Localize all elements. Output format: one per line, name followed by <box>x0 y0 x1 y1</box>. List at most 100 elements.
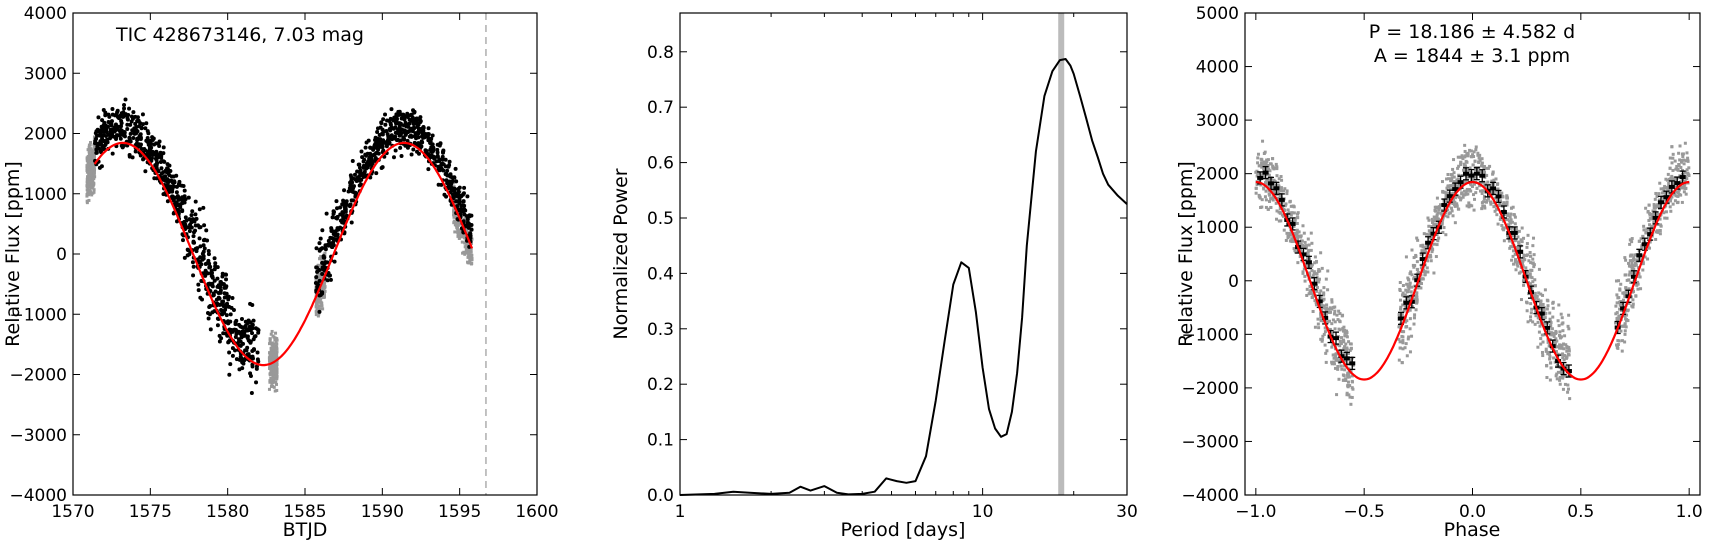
lightcurve-grey-point <box>274 345 278 349</box>
lightcurve-grey-point <box>92 156 96 160</box>
lightcurve-grey-point <box>91 184 95 188</box>
lightcurve-y-tick-label: 3000 <box>24 64 67 84</box>
lightcurve-grey-point <box>87 181 91 185</box>
lightcurve-black-point <box>98 149 103 154</box>
lightcurve-grey-point <box>460 240 464 244</box>
lightcurve-black-point <box>220 312 225 317</box>
phasefold-point <box>1566 324 1570 328</box>
phasefold-point <box>1522 253 1526 257</box>
lightcurve-black-point <box>118 131 123 136</box>
phasefold-point <box>1513 258 1517 262</box>
phasefold-point <box>1326 288 1330 292</box>
phasefold-point <box>1483 170 1487 174</box>
phasefold-point <box>1310 268 1314 272</box>
lightcurve-grey-point <box>90 149 94 153</box>
phasefold-point <box>1517 229 1521 233</box>
phasefold-point <box>1630 237 1634 241</box>
phasefold-point <box>1551 300 1555 304</box>
phasefold-point <box>1256 152 1260 156</box>
phasefold-point <box>1675 201 1679 205</box>
lightcurve-y-tick-label: 4000 <box>24 4 67 24</box>
lightcurve-grey-point <box>467 250 471 254</box>
phasefold-point <box>1413 297 1417 301</box>
phasefold-point <box>1296 212 1300 216</box>
phasefold-point <box>1302 246 1306 250</box>
phasefold-point <box>1685 151 1689 155</box>
phasefold-point <box>1277 219 1281 223</box>
phasefold-point <box>1333 353 1337 357</box>
phasefold-point <box>1319 289 1323 293</box>
phasefold-point <box>1264 163 1268 167</box>
lightcurve-black-point <box>256 359 261 364</box>
phasefold-point <box>1682 158 1686 162</box>
lightcurve-black-point <box>248 301 253 306</box>
phasefold-point <box>1564 343 1568 347</box>
lightcurve-black-point <box>417 118 422 123</box>
lightcurve-grey-point <box>317 304 321 308</box>
phasefold-point <box>1654 230 1658 234</box>
lightcurve-black-point <box>443 172 448 177</box>
lightcurve-grey-point <box>454 224 458 228</box>
phasefold-point <box>1531 261 1535 265</box>
lightcurve-black-point <box>320 265 325 270</box>
lightcurve-grey-point <box>90 167 94 171</box>
phasefold-point <box>1270 196 1274 200</box>
phasefold-point <box>1456 155 1460 159</box>
phasefold-point <box>1547 352 1551 356</box>
lightcurve-grey-point <box>456 228 460 232</box>
lightcurve-grey-point <box>272 342 276 346</box>
phasefold-x-label: Phase <box>1444 519 1501 541</box>
lightcurve-grey-point <box>455 214 459 218</box>
phasefold-point <box>1630 262 1634 266</box>
lightcurve-black-point <box>110 107 115 112</box>
phasefold-point <box>1317 280 1321 284</box>
phasefold-point <box>1513 215 1517 219</box>
phasefold-y-label: Relative Flux [ppm] <box>1175 161 1197 347</box>
phasefold-point <box>1469 189 1473 193</box>
phasefold-point <box>1684 159 1688 163</box>
lightcurve-black-point <box>396 121 401 126</box>
phasefold-point <box>1480 161 1484 165</box>
phasefold-point <box>1407 278 1411 282</box>
phasefold-point <box>1268 169 1272 173</box>
phasefold-point <box>1567 345 1571 349</box>
phasefold-point <box>1447 198 1451 202</box>
phasefold-bin-point <box>1338 354 1345 359</box>
phasefold-point <box>1332 360 1336 364</box>
phasefold-point <box>1545 307 1549 311</box>
phasefold-point <box>1416 268 1420 272</box>
phasefold-point <box>1258 196 1262 200</box>
phasefold-point <box>1291 204 1295 208</box>
phasefold-point <box>1525 242 1529 246</box>
phasefold-bin-point <box>1398 316 1404 321</box>
lightcurve-grey-point <box>92 169 96 173</box>
lightcurve-grey-point <box>271 346 275 350</box>
lightcurve-black-point <box>224 272 229 277</box>
phasefold-point <box>1673 192 1677 196</box>
lightcurve-grey-point <box>273 351 277 355</box>
phasefold-point <box>1399 307 1403 311</box>
phasefold-y-tick-label: 0 <box>1228 272 1239 292</box>
phasefold-point <box>1526 233 1530 237</box>
phasefold-point <box>1493 196 1497 200</box>
periodogram-y-tick-label: 0.6 <box>647 154 674 174</box>
lightcurve-black-point <box>140 112 145 117</box>
phasefold-point <box>1285 192 1289 196</box>
lightcurve-black-point <box>461 199 466 204</box>
phasefold-point <box>1316 317 1320 321</box>
phasefold-point <box>1641 268 1645 272</box>
phasefold-point <box>1559 370 1563 374</box>
phasefold-point <box>1342 340 1346 344</box>
phasefold-point <box>1340 336 1344 340</box>
lightcurve-black-point <box>206 258 211 263</box>
lightcurve-grey-point <box>275 342 279 346</box>
phasefold-point <box>1321 298 1325 302</box>
lightcurve-black-point <box>183 197 188 202</box>
lightcurve-y-tick-label: 1000 <box>24 185 67 205</box>
lightcurve-black-point <box>384 144 389 149</box>
phasefold-point <box>1351 387 1355 391</box>
lightcurve-grey-point <box>271 366 275 370</box>
lightcurve-black-point <box>125 117 130 122</box>
phasefold-point <box>1516 246 1520 250</box>
phasefold-point <box>1566 383 1570 387</box>
